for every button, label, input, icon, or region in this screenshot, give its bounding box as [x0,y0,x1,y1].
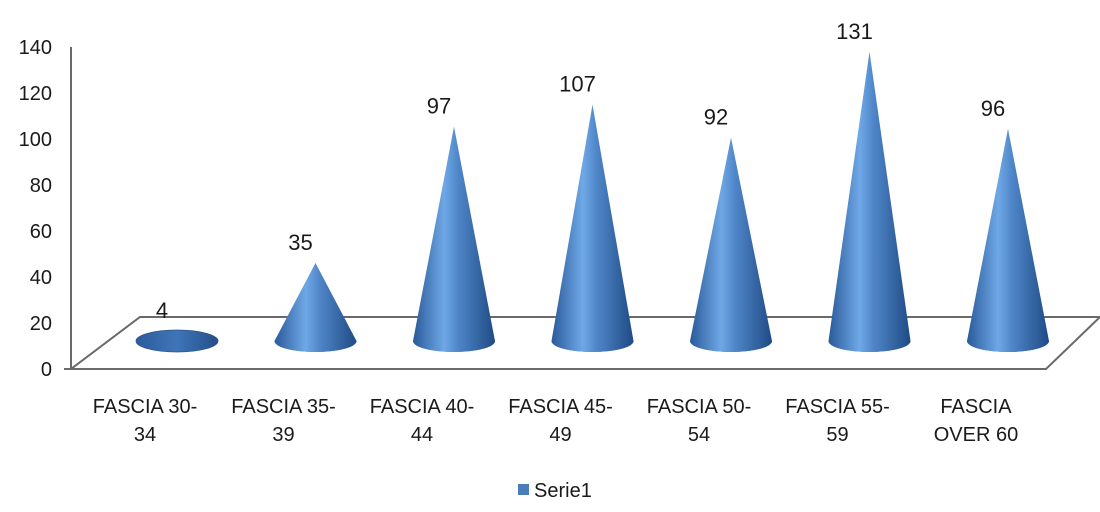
category-label: FASCIA 55- [785,396,890,418]
value-label: 97 [427,94,451,119]
category-label: 49 [549,424,571,446]
category-label: 39 [272,424,294,446]
value-labels: 4 35 97 107 92 131 96 [156,19,1005,323]
y-tick-label: 120 [19,83,52,105]
category-label: FASCIA 30- [93,396,198,418]
category-label: OVER 60 [934,424,1018,446]
y-tick-label: 0 [41,359,52,381]
legend-swatch [518,484,529,495]
y-tick-label: 20 [30,313,52,335]
cone-4 [551,104,634,352]
cone-body [967,128,1049,352]
cone-series [135,51,1049,353]
category-label: FASCIA 40- [370,396,475,418]
category-label: 59 [826,424,848,446]
cone-7 [967,128,1049,352]
category-label: 54 [688,424,710,446]
y-tick-label: 60 [30,221,52,243]
legend-label: Serie1 [534,480,592,502]
cone-body [828,51,911,353]
cone-5 [690,137,772,352]
y-axis-ticks: 0 20 40 60 80 100 120 140 [19,37,52,381]
cone-base-disc [135,329,219,353]
category-label: FASCIA 35- [231,396,336,418]
cone-body [413,126,495,352]
chart-floor [68,316,1100,370]
value-label: 131 [836,19,873,44]
y-tick-label: 140 [19,37,52,59]
cone-6 [828,51,911,353]
cone-body [551,104,634,352]
category-label: 34 [134,424,156,446]
cone-body [690,137,772,352]
value-label: 96 [981,96,1005,121]
y-tick-label: 40 [30,267,52,289]
value-label: 4 [156,298,168,323]
category-label: 44 [411,424,433,446]
cone-1 [135,329,219,353]
value-label: 35 [288,230,312,255]
category-label: FASCIA 50- [647,396,752,418]
cone-3 [413,126,495,352]
cone-body [274,263,357,352]
y-tick-label: 100 [19,129,52,151]
category-label: FASCIA 45- [508,396,613,418]
legend: Serie1 [518,480,592,502]
axes [64,47,1100,370]
category-labels: FASCIA 30- 34 FASCIA 35- 39 FASCIA 40- 44 FASC… [93,396,1018,446]
value-label: 92 [704,105,728,130]
value-label: 107 [559,72,596,97]
y-tick-label: 80 [30,175,52,197]
category-label: FASCIA [940,396,1012,418]
cone-2 [274,263,357,352]
